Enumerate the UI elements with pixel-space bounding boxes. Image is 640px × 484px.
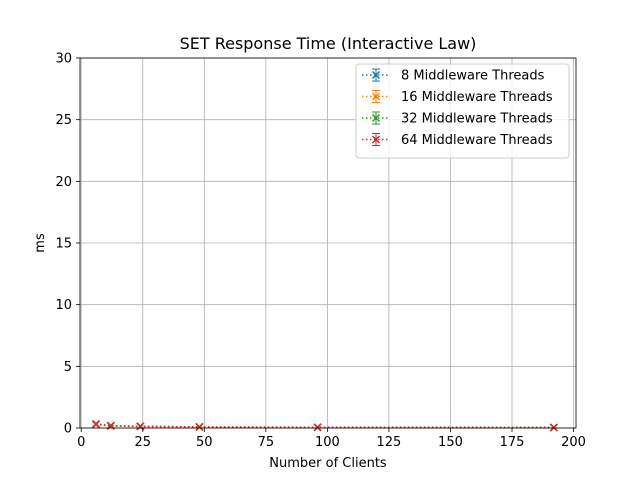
y-tick-label: 30	[55, 52, 72, 67]
x-tick-label: 100	[315, 435, 340, 450]
legend-marker	[371, 92, 381, 101]
series-line	[95, 423, 554, 429]
y-axis-label: ms	[33, 233, 48, 253]
y-tick-label: 15	[55, 237, 72, 252]
legend-item: 8 Middleware Threads	[362, 68, 545, 84]
legend-marker	[371, 70, 381, 80]
legend-item: 32 Middleware Threads	[362, 111, 553, 127]
x-tick-label: 200	[561, 435, 586, 450]
legend-label: 32 Middleware Threads	[401, 112, 553, 127]
x-tick-label: 50	[196, 435, 213, 450]
x-tick-label: 0	[77, 435, 85, 450]
legend-label: 64 Middleware Threads	[401, 133, 553, 148]
x-tick-label: 125	[377, 435, 402, 450]
x-axis-label: Number of Clients	[269, 456, 387, 471]
legend-label: 8 Middleware Threads	[401, 69, 545, 84]
x-tick-label: 75	[258, 435, 275, 450]
y-axis-ticks: 0 5 10 15 20 25 30	[55, 52, 80, 437]
legend-marker	[371, 113, 381, 123]
y-tick-label: 25	[55, 113, 72, 128]
y-tick-label: 5	[64, 360, 72, 375]
legend-label: 16 Middleware Threads	[401, 90, 553, 105]
data-point-marker	[91, 419, 101, 428]
x-tick-label: 175	[500, 435, 525, 450]
chart-title: SET Response Time (Interactive Law)	[180, 34, 477, 53]
legend: 8 Middleware Threads 16 Middleware Thread…	[355, 63, 570, 159]
x-axis-ticks: 0 25 50 75 100 125 150 175 200	[77, 428, 586, 450]
data-point-marker	[549, 423, 558, 432]
legend-marker	[371, 135, 381, 144]
data-point-marker	[313, 423, 322, 432]
y-tick-label: 0	[64, 422, 72, 437]
y-tick-label: 20	[55, 175, 72, 190]
x-tick-label: 150	[438, 435, 463, 450]
legend-box	[355, 63, 570, 159]
x-tick-label: 25	[134, 435, 151, 450]
legend-item: 16 Middleware Threads	[362, 90, 553, 105]
data-point-marker	[195, 422, 204, 431]
legend-item: 64 Middleware Threads	[362, 133, 553, 148]
y-tick-label: 10	[55, 298, 72, 313]
